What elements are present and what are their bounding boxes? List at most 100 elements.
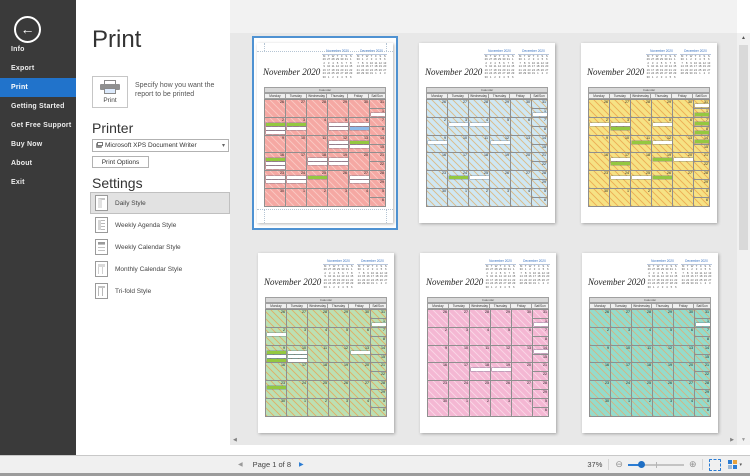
day-cell[interactable]: 5 [653,326,674,345]
day-cell[interactable]: 3 [328,188,349,206]
day-cell[interactable]: 18 [470,362,491,381]
day-cell[interactable]: 4 [349,188,370,206]
sat-cell[interactable]: 31 [533,309,549,318]
sun-cell[interactable]: 29 [370,179,386,189]
day-cell[interactable]: 10 [287,344,308,363]
sidebar-item-exit[interactable]: Exit [0,173,76,192]
sat-cell[interactable]: 14 [532,134,548,144]
sat-cell[interactable]: 28 [694,170,710,180]
zoom-slider[interactable] [627,459,684,470]
day-cell[interactable]: 26 [589,99,610,117]
day-cell[interactable]: 16 [590,362,611,381]
day-cell[interactable]: 28 [469,99,490,117]
day-cell[interactable]: 30 [673,99,694,117]
day-cell[interactable]: 5 [491,326,512,345]
sat-cell[interactable]: 31 [370,99,386,108]
day-cell[interactable]: 27 [448,99,469,117]
sun-cell[interactable]: 1 [694,107,710,117]
sun-cell[interactable]: 15 [532,143,548,153]
day-cell[interactable]: 13 [511,134,532,153]
day-cell[interactable]: 27 [511,170,532,189]
day-cell[interactable]: 1 [449,398,470,416]
style-item-weekly-calendar-style[interactable]: Weekly Calendar Style [90,236,230,258]
day-cell[interactable]: 1 [448,188,469,206]
day-cell[interactable]: 23 [590,380,611,399]
day-cell[interactable]: 12 [329,344,350,363]
day-cell[interactable]: 28 [631,99,652,117]
day-cell[interactable]: 6 [673,116,694,135]
sun-cell[interactable]: 29 [532,179,548,189]
day-cell[interactable]: 2 [469,188,490,206]
day-cell[interactable]: 16 [265,152,286,171]
day-cell[interactable]: 1 [610,188,631,206]
sun-cell[interactable]: 15 [370,143,386,153]
day-cell[interactable]: 3 [491,398,512,416]
day-cell[interactable]: 20 [512,362,533,381]
day-cell[interactable]: 19 [653,362,674,381]
zoom-out-button[interactable]: ⊖ [615,459,623,469]
day-cell[interactable]: 9 [428,344,449,363]
day-cell[interactable]: 24 [449,380,470,399]
day-cell[interactable]: 30 [427,188,448,206]
sun-cell[interactable]: 6 [371,407,387,416]
day-cell[interactable]: 20 [673,152,694,171]
day-cell[interactable]: 20 [511,152,532,171]
sun-cell[interactable]: 15 [371,353,387,363]
day-cell[interactable]: 28 [308,309,329,327]
scroll-down-icon[interactable]: ▼ [741,437,746,443]
day-cell[interactable]: 26 [590,309,611,327]
day-cell[interactable]: 30 [512,309,533,327]
sidebar-item-about[interactable]: About [0,154,76,173]
day-cell[interactable]: 4 [674,398,695,416]
sun-cell[interactable]: 22 [371,371,387,381]
sat-cell[interactable]: 7 [532,116,548,126]
print-button[interactable]: Print [92,76,128,108]
day-cell[interactable]: 27 [512,380,533,399]
day-cell[interactable]: 5 [328,116,349,135]
sat-cell[interactable]: 31 [695,309,711,318]
print-options-button[interactable]: Print Options [92,156,149,168]
day-cell[interactable]: 5 [329,326,350,345]
day-cell[interactable]: 3 [448,116,469,135]
day-cell[interactable]: 24 [611,380,632,399]
day-cell[interactable]: 10 [610,134,631,153]
sun-cell[interactable]: 22 [533,371,549,381]
sat-cell[interactable]: 7 [533,326,549,336]
sat-cell[interactable]: 28 [533,380,549,390]
sat-cell[interactable]: 14 [370,134,386,144]
day-cell[interactable]: 19 [329,362,350,381]
day-cell[interactable]: 29 [652,99,673,117]
day-cell[interactable]: 29 [329,309,350,327]
day-cell[interactable]: 16 [428,362,449,381]
sat-cell[interactable]: 31 [371,309,387,318]
day-cell[interactable]: 25 [470,380,491,399]
day-cell[interactable]: 4 [470,326,491,345]
sun-cell[interactable]: 22 [370,161,386,171]
day-cell[interactable]: 13 [673,134,694,153]
sun-cell[interactable]: 8 [532,125,548,135]
day-cell[interactable]: 9 [266,344,287,363]
fit-to-page-button[interactable] [709,458,722,471]
day-cell[interactable]: 13 [674,344,695,363]
sat-cell[interactable]: 21 [695,362,711,372]
sat-cell[interactable]: 5 [695,398,711,408]
day-cell[interactable]: 24 [610,170,631,189]
day-cell[interactable]: 4 [631,116,652,135]
sat-cell[interactable]: 28 [370,170,386,180]
sat-cell[interactable]: 5 [532,188,548,198]
day-cell[interactable]: 23 [427,170,448,189]
day-cell[interactable]: 24 [286,170,307,189]
style-item-monthly-calendar-style[interactable]: Monthly Calendar Style [90,258,230,280]
day-cell[interactable]: 25 [308,380,329,399]
sun-cell[interactable]: 29 [694,179,710,189]
day-cell[interactable]: 26 [329,380,350,399]
day-cell[interactable]: 1 [611,398,632,416]
day-cell[interactable]: 19 [328,152,349,171]
day-cell[interactable]: 1 [287,398,308,416]
day-cell[interactable]: 3 [652,188,673,206]
sun-cell[interactable]: 22 [694,161,710,171]
day-cell[interactable]: 16 [266,362,287,381]
sat-cell[interactable]: 28 [371,380,387,390]
sat-cell[interactable]: 21 [532,152,548,162]
sat-cell[interactable]: 14 [533,344,549,354]
